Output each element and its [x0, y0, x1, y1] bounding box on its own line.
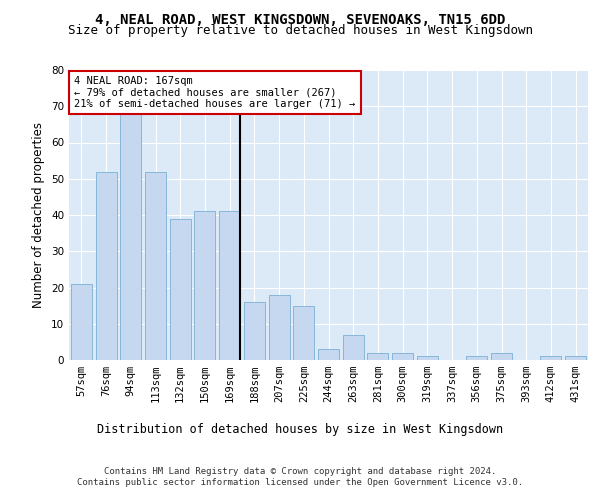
Text: Size of property relative to detached houses in West Kingsdown: Size of property relative to detached ho…: [67, 24, 533, 37]
Y-axis label: Number of detached properties: Number of detached properties: [32, 122, 46, 308]
Bar: [170, 218, 191, 360]
Text: 4 NEAL ROAD: 167sqm
← 79% of detached houses are smaller (267)
21% of semi-detac: 4 NEAL ROAD: 167sqm ← 79% of detached ho…: [74, 76, 355, 109]
Bar: [367, 353, 388, 360]
Bar: [145, 172, 166, 360]
Bar: [95, 172, 116, 360]
Bar: [269, 294, 290, 360]
Bar: [392, 353, 413, 360]
Bar: [293, 306, 314, 360]
Text: Distribution of detached houses by size in West Kingsdown: Distribution of detached houses by size …: [97, 422, 503, 436]
Bar: [71, 284, 92, 360]
Bar: [466, 356, 487, 360]
Bar: [194, 212, 215, 360]
Bar: [120, 114, 141, 360]
Bar: [491, 353, 512, 360]
Text: 4, NEAL ROAD, WEST KINGSDOWN, SEVENOAKS, TN15 6DD: 4, NEAL ROAD, WEST KINGSDOWN, SEVENOAKS,…: [95, 12, 505, 26]
Bar: [318, 349, 339, 360]
Bar: [565, 356, 586, 360]
Bar: [219, 212, 240, 360]
Text: Contains HM Land Registry data © Crown copyright and database right 2024.
Contai: Contains HM Land Registry data © Crown c…: [77, 468, 523, 487]
Bar: [541, 356, 562, 360]
Bar: [343, 334, 364, 360]
Bar: [417, 356, 438, 360]
Bar: [244, 302, 265, 360]
